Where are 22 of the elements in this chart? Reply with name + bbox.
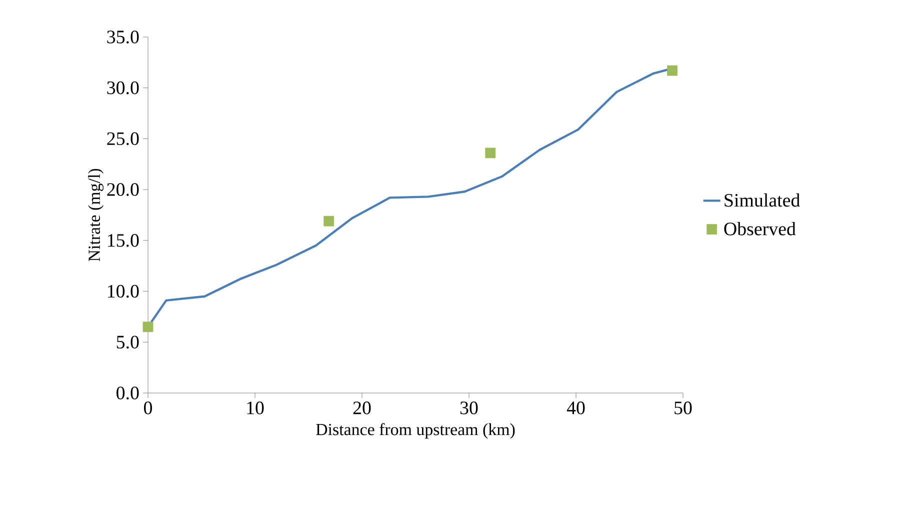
y-tick-label: 20.0 bbox=[107, 183, 139, 196]
point bbox=[485, 148, 496, 158]
y-tick-label: 30.0 bbox=[107, 81, 139, 94]
y-tick-label: 10.0 bbox=[108, 284, 139, 298]
x-tick-label: 50 bbox=[674, 402, 692, 414]
y-axis-title: Nitrate (mg/l) bbox=[88, 168, 104, 262]
x-tick-label: 40 bbox=[566, 402, 585, 414]
legend-label: Simulated bbox=[724, 193, 800, 207]
x-tick-label: 10 bbox=[247, 402, 264, 414]
x-axis-title: Distance from upstream (km) bbox=[316, 423, 515, 439]
point bbox=[142, 322, 154, 332]
point bbox=[324, 216, 334, 226]
y-tick-label: 0.0 bbox=[116, 386, 139, 400]
point bbox=[667, 65, 678, 76]
x-tick-label: 0 bbox=[144, 402, 152, 414]
legend-label: Observed bbox=[724, 222, 796, 236]
y-tick-label: 25.0 bbox=[107, 132, 139, 146]
x-tick-label: 20 bbox=[353, 402, 371, 414]
y-tick-label: 15.0 bbox=[108, 234, 139, 247]
y-tick-label: 35.0 bbox=[107, 30, 139, 44]
x-tick-label: 30 bbox=[460, 402, 478, 414]
y-tick-label: 5.0 bbox=[116, 336, 139, 349]
